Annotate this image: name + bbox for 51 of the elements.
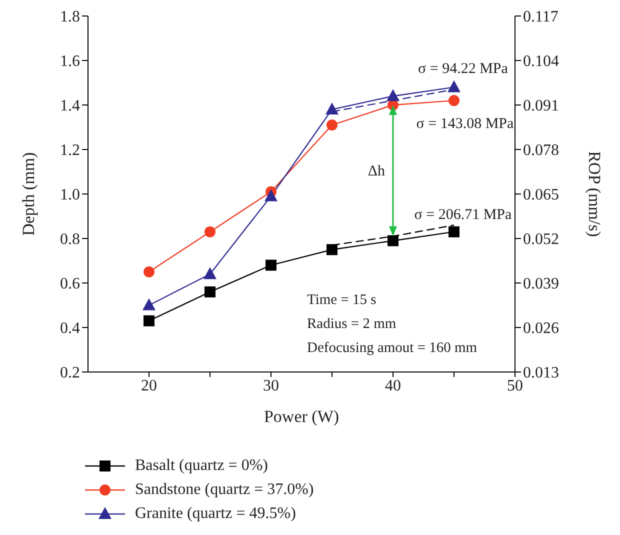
y2-axis-title: ROP (mm/s)	[584, 151, 604, 237]
x-tick-label: 50	[507, 377, 523, 394]
point	[448, 80, 460, 92]
point	[266, 260, 276, 271]
y2-tick-label: 0.078	[523, 142, 559, 160]
y-tick-label: 0.8	[60, 231, 80, 248]
x-tick-label: 20	[141, 377, 157, 394]
y-tick-label: 1.0	[60, 186, 80, 204]
x-tick-label: 30	[263, 377, 279, 394]
y2-tick-label: 0.052	[523, 231, 559, 248]
point	[204, 226, 216, 238]
y-tick-label: 1.8	[60, 8, 80, 26]
y-tick-label: 1.4	[60, 98, 80, 115]
point	[264, 189, 278, 202]
legend-label: Sandstone (quartz = 37.0%)	[135, 481, 314, 499]
point	[448, 226, 460, 238]
annotation: σ = 143.08 MPa	[416, 116, 514, 132]
point	[386, 89, 400, 102]
point	[326, 244, 338, 256]
y2-tick-label: 0.065	[523, 186, 559, 204]
point	[388, 235, 398, 246]
y2-tick-label: 0.104	[523, 53, 559, 70]
y-tick-label: 0.4	[60, 320, 80, 338]
legend-label: Granite (quartz = 49.5%)	[135, 505, 296, 523]
annotation: Defocusing amout = 160 mm	[307, 339, 478, 358]
annotation: Δh	[368, 164, 386, 180]
point	[204, 286, 216, 298]
y-axis-title: Depth (mm)	[19, 152, 38, 236]
annotation: Time = 15 s	[307, 291, 378, 310]
x-axis-title: Power (W)	[264, 407, 340, 426]
point	[204, 267, 216, 280]
point	[142, 298, 156, 310]
y2-tick-label: 0.026	[523, 320, 559, 338]
point	[144, 315, 154, 326]
y2-tick-label: 0.013	[523, 364, 559, 382]
annotation: σ = 94.22 MPa	[418, 61, 508, 77]
annotation: Radius = 2 mm	[307, 315, 398, 334]
y2-tick-label: 0.091	[523, 98, 559, 115]
y-tick-label: 1.6	[60, 53, 80, 70]
y-tick-label: 0.2	[60, 364, 80, 382]
y-tick-label: 0.6	[60, 276, 80, 293]
point	[326, 102, 338, 114]
y2-tick-label: 0.117	[523, 8, 558, 26]
annotation: σ = 206.71 MPa	[414, 207, 512, 223]
y-tick-label: 1.2	[60, 142, 80, 160]
y2-tick-label: 0.039	[523, 276, 559, 293]
point	[144, 266, 154, 278]
x-tick-label: 40	[385, 377, 401, 394]
legend-label: Basalt (quartz = 0%)	[135, 457, 268, 475]
point	[448, 95, 460, 106]
point	[326, 120, 338, 131]
